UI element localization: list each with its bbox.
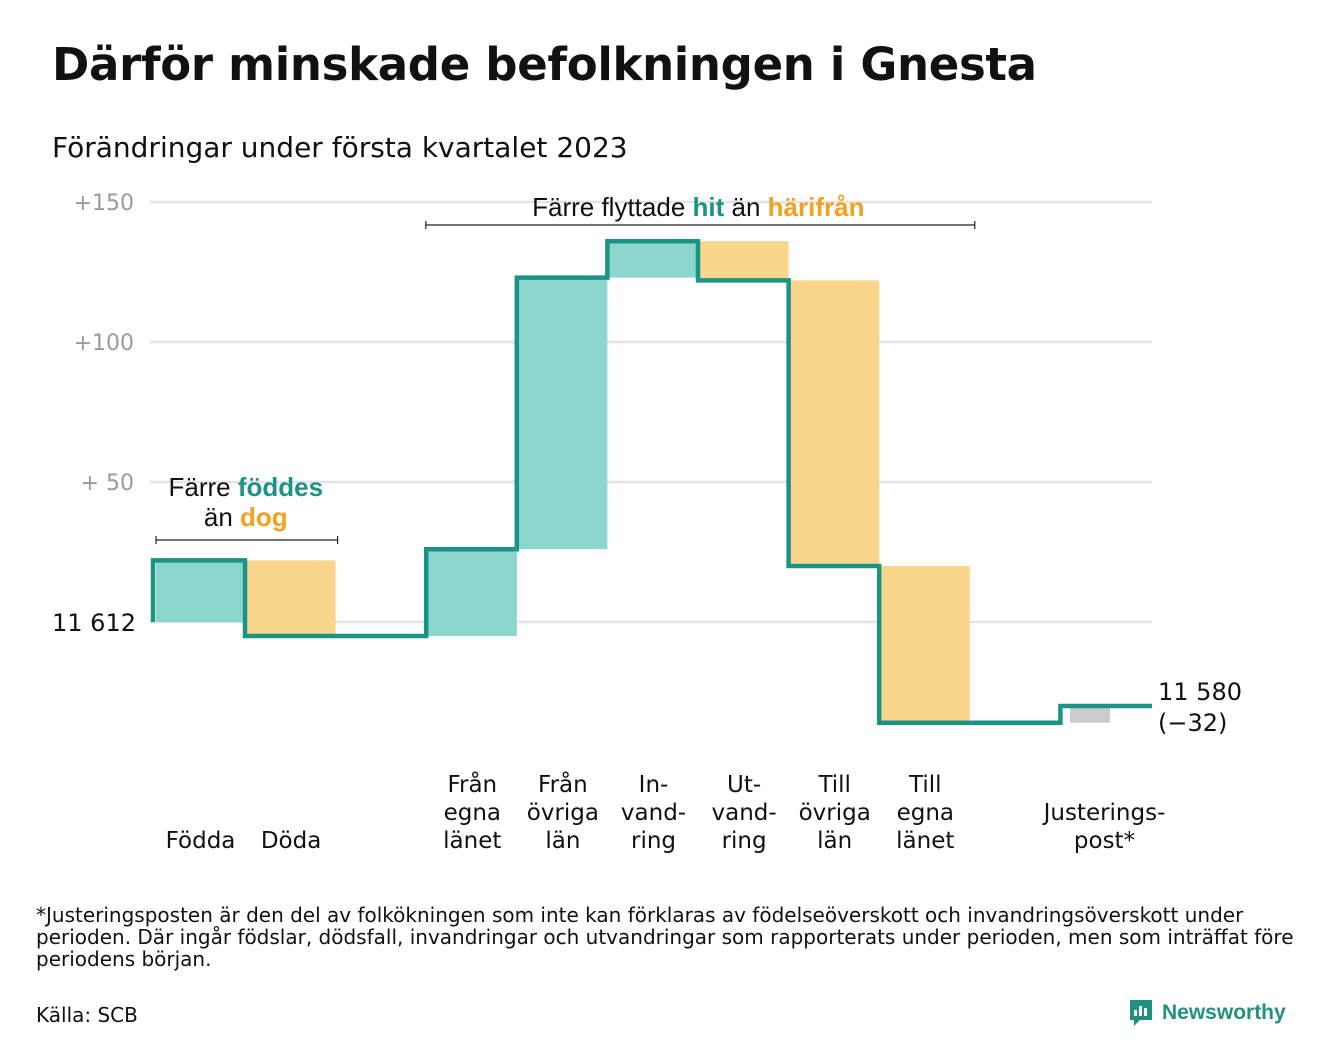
waterfall-bar (880, 566, 970, 723)
waterfall-bar (609, 241, 698, 278)
annotation-migration: Färre flyttade hit än härifrån (532, 192, 864, 222)
chart-title: Därför minskade befolkningen i Gnesta (52, 38, 1037, 91)
newsworthy-logo-icon (1130, 1000, 1152, 1026)
y-tick-label: + 50 (81, 471, 134, 496)
waterfall-bar (518, 277, 608, 550)
end-value-label: 11 580 (1158, 678, 1242, 706)
waterfall-bar (156, 560, 245, 622)
chart-subtitle: Förändringar under första kvartalet 2023 (52, 131, 628, 164)
x-category-label: Justerings-post* (1042, 800, 1166, 854)
annotation-births-line1: Färre föddes (169, 472, 324, 502)
brand-logo: Newsworthy (1128, 998, 1286, 1028)
x-category-label: Födda (166, 828, 236, 854)
x-category-label: Från egna länet (443, 770, 501, 854)
brand-name: Newsworthy (1162, 1001, 1286, 1024)
x-category-label: Från övriga län (527, 770, 599, 854)
x-category-label: Till egna länet (896, 772, 954, 854)
waterfall-bar (246, 560, 336, 636)
y-tick-label: +100 (74, 331, 134, 356)
waterfall-chart: +150 +100 + 50 11 612 11 580 (−32) Födda Döda Fr… (52, 191, 1242, 854)
end-change-label: (−32) (1158, 709, 1227, 737)
waterfall-bar (427, 549, 517, 636)
source-label: Källa: SCB (36, 1003, 138, 1027)
x-category-label: In-vand-ring (621, 772, 686, 854)
x-category-label: Till övriga län (799, 772, 871, 854)
footnote: *Justeringsposten är den del av folkökni… (36, 903, 1294, 971)
x-category-label: Ut-vand-ring (712, 772, 777, 854)
start-value-label: 11 612 (52, 609, 136, 637)
population-step-line (150, 238, 1152, 726)
annotation-births-line2: än dog (204, 502, 288, 532)
waterfall-bar (790, 280, 880, 566)
waterfall-bar (699, 241, 789, 281)
waterfall-bar (1070, 706, 1110, 723)
x-category-label: Döda (261, 828, 321, 854)
y-tick-label: +150 (74, 191, 134, 216)
